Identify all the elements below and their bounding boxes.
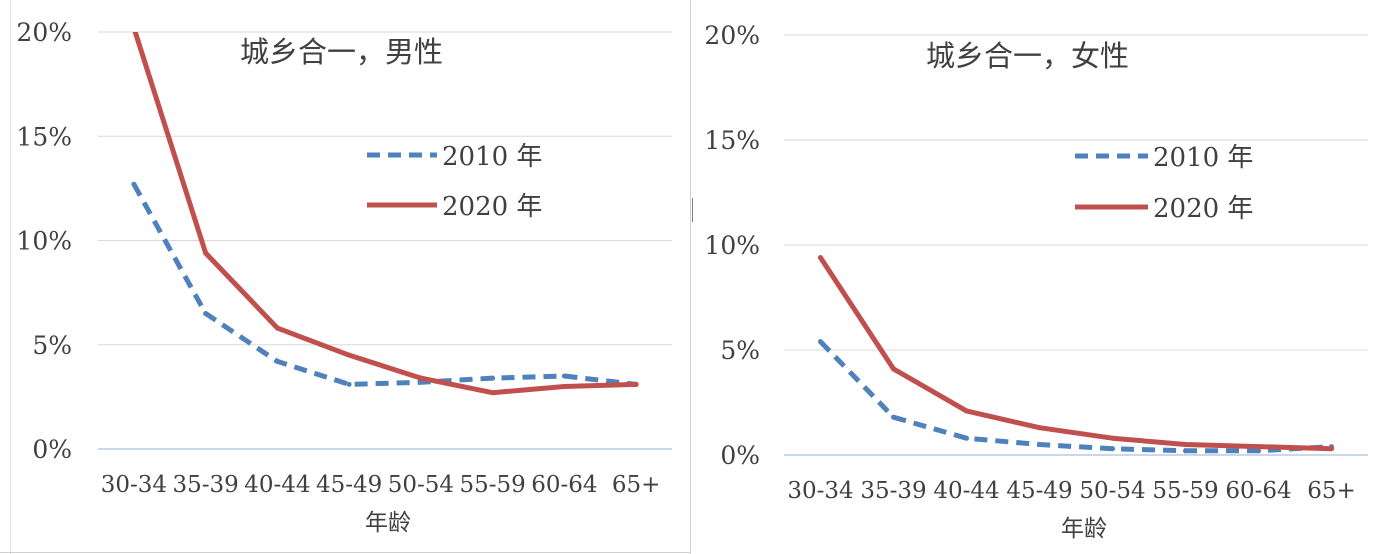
data-point — [1110, 446, 1115, 452]
series-line-0 — [131, 182, 637, 387]
y-tick-label: 10% — [16, 227, 72, 256]
x-tick-label: 55-59 — [1152, 478, 1218, 504]
data-point — [1037, 425, 1042, 431]
panel-divider-mark — [692, 198, 693, 222]
data-point — [1183, 448, 1188, 454]
chart-title: 城乡合一，男性 — [240, 35, 443, 69]
y-tick-label: 5% — [720, 336, 760, 365]
data-point — [1256, 448, 1261, 454]
series-line-1 — [132, 32, 639, 396]
data-point — [891, 414, 896, 420]
frame-bottom-edge — [0, 552, 691, 553]
x-tick-label: 60-64 — [1225, 478, 1291, 504]
x-tick-label: 50-54 — [1079, 478, 1145, 504]
data-point — [131, 25, 136, 30]
x-tick-label: 60-64 — [531, 472, 597, 498]
data-point — [818, 339, 823, 345]
legend-label: 2010 年 — [442, 142, 542, 172]
y-tick-label: 15% — [16, 122, 72, 151]
x-tick-label: 65+ — [612, 472, 661, 498]
legend-label: 2010 年 — [1153, 143, 1253, 173]
data-point — [1037, 442, 1042, 447]
chart-title: 城乡合一，女性 — [926, 39, 1129, 73]
x-tick-label: 35-39 — [172, 472, 238, 498]
data-point — [1110, 435, 1115, 441]
y-tick-label: 20% — [16, 18, 72, 47]
series-line-0 — [818, 339, 1332, 454]
x-tick-label: 55-59 — [459, 472, 525, 498]
data-point — [964, 435, 969, 441]
y-tick-label: 0% — [720, 441, 760, 470]
y-tick-label: 15% — [704, 126, 760, 155]
legend-label: 2020 年 — [1153, 194, 1253, 224]
x-tick-label: 45-49 — [1006, 478, 1072, 504]
data-point — [633, 381, 639, 387]
data-point — [418, 375, 424, 381]
data-point — [490, 375, 496, 381]
data-point — [1329, 446, 1334, 452]
chart-panel-female: 0% 5% 10% 15% 20% 30-34 35-39 40-44 45-49 50-54 55… — [696, 0, 1373, 554]
x-tick-label: 40-44 — [244, 472, 310, 498]
x-tick-label: 30-34 — [101, 472, 167, 498]
data-point — [274, 358, 280, 364]
y-tick-label: 20% — [704, 21, 760, 50]
data-point — [203, 310, 209, 316]
chart-panel-male: 0% 5% 10% 15% 20% 30-34 35-39 40-44 45-49 50-54 55… — [16, 0, 691, 554]
x-tick-label: 50-54 — [388, 472, 454, 498]
data-point — [203, 250, 209, 256]
data-point — [346, 352, 352, 358]
data-point — [964, 408, 969, 414]
data-point — [818, 255, 823, 261]
series-line-1 — [818, 255, 1334, 452]
x-tick-label: 35-39 — [860, 478, 926, 504]
x-tick-label: 40-44 — [933, 478, 999, 504]
data-point — [490, 390, 496, 396]
x-tick-label: 65+ — [1307, 478, 1356, 504]
chart-male: 0% 5% 10% 15% 20% 30-34 35-39 40-44 45-49 50-54 55… — [16, 18, 672, 536]
data-point — [131, 181, 137, 187]
legend-label: 2020 年 — [442, 192, 542, 222]
y-tick-label: 10% — [704, 231, 760, 260]
y-tick-label: 0% — [32, 435, 72, 464]
data-point — [1256, 444, 1261, 450]
data-point — [1183, 442, 1188, 447]
y-tick-label: 5% — [32, 331, 72, 360]
data-point — [346, 381, 352, 387]
x-tick-label: 30-34 — [787, 478, 853, 504]
data-point — [561, 383, 567, 389]
x-axis-label: 年龄 — [365, 510, 411, 536]
data-point — [274, 325, 280, 331]
x-axis-label: 年龄 — [1061, 516, 1107, 542]
data-point — [561, 373, 567, 379]
x-tick-label: 45-49 — [316, 472, 382, 498]
frame-left-edge — [10, 0, 11, 554]
data-point — [891, 366, 896, 372]
chart-female: 0% 5% 10% 15% 20% 30-34 35-39 40-44 45-49 50-54 55… — [704, 21, 1368, 542]
data-point — [418, 379, 424, 385]
